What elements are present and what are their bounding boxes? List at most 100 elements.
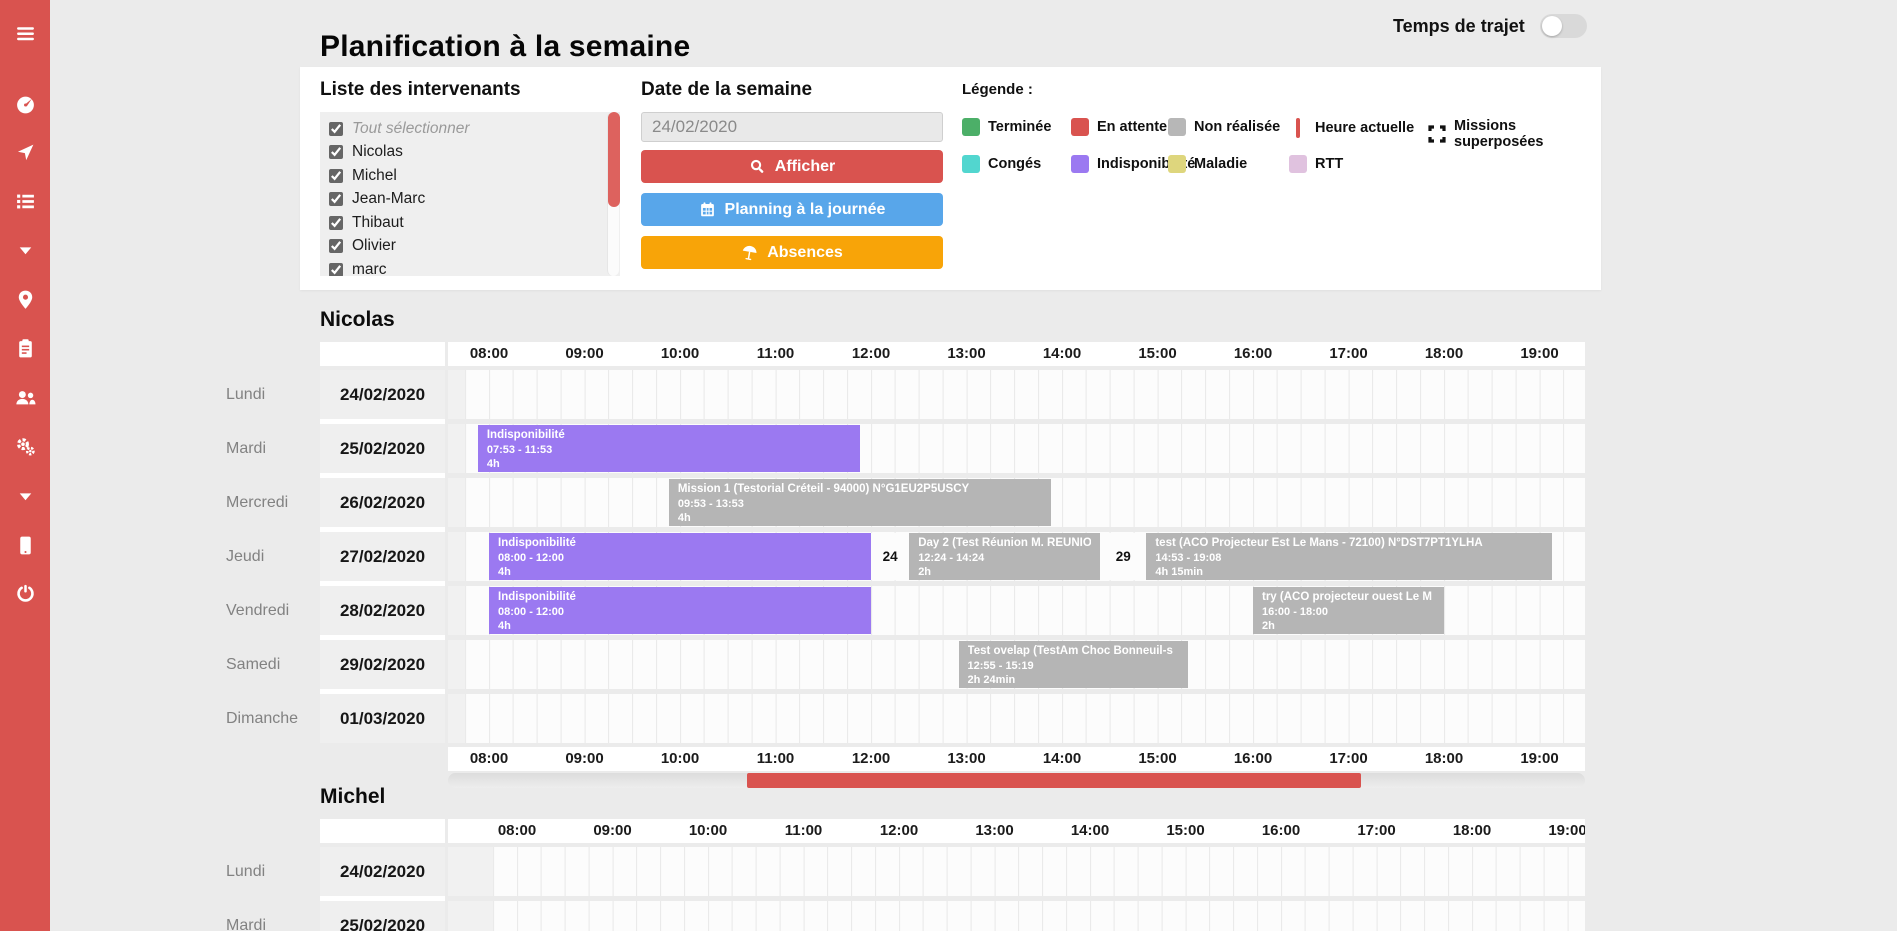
- absences-button[interactable]: Absences: [641, 236, 943, 269]
- event-duration: 4h 15min: [1155, 566, 1204, 578]
- event-block-mission[interactable]: Test ovelap (TestAm Choc Bonneuil-s 12:55…: [958, 641, 1188, 688]
- event-title: Indisponibilité: [498, 537, 576, 549]
- participant-item[interactable]: Nicolas: [329, 141, 620, 165]
- schedule-row[interactable]: Indisponibilité 08:00 - 12:00 4h try (ACO p…: [448, 586, 1585, 635]
- event-time: 12:55 - 15:19: [967, 659, 1034, 672]
- participant-checkbox[interactable]: [329, 239, 343, 254]
- show-button-label: Afficher: [774, 157, 836, 175]
- hour-label: 08:00: [497, 822, 537, 839]
- hour-label: 16:00: [1261, 822, 1301, 839]
- day-planning-button[interactable]: Planning à la journée: [641, 193, 943, 226]
- participant-checkbox[interactable]: [329, 145, 343, 160]
- participant-item[interactable]: Olivier: [329, 235, 620, 259]
- participant-name: Nicolas: [352, 143, 403, 161]
- event-block-mission[interactable]: Mission 1 (Testorial Créteil - 94000) N°…: [668, 479, 1051, 526]
- event-title: try (ACO projecteur ouest Le M: [1262, 591, 1432, 603]
- gears-icon[interactable]: [0, 433, 50, 459]
- hour-label: 19:00: [1520, 750, 1559, 767]
- hour-label: 14:00: [1042, 750, 1082, 767]
- participant-checkbox[interactable]: [329, 168, 343, 183]
- schedule-row[interactable]: [448, 847, 1585, 896]
- event-block-unavailable[interactable]: Indisponibilité 07:53 - 11:53 4h: [477, 425, 860, 472]
- dashboard-icon[interactable]: [0, 91, 50, 117]
- event-title: Indisponibilité: [498, 591, 576, 603]
- event-time: 08:00 - 12:00: [498, 605, 565, 618]
- event-block-mission[interactable]: try (ACO projecteur ouest Le M 16:00 - 18…: [1253, 587, 1444, 634]
- participants-label: Liste des intervenants: [320, 79, 521, 100]
- day-planning-button-label: Planning à la journée: [724, 200, 886, 218]
- scrollbar-thumb[interactable]: [747, 773, 1361, 788]
- event-block-unavailable[interactable]: Indisponibilité 08:00 - 12:00 4h: [489, 587, 871, 634]
- event-time: 12:24 - 14:24: [918, 551, 985, 564]
- week-date-input[interactable]: [641, 112, 943, 142]
- schedule-row[interactable]: Indisponibilité 07:53 - 11:53 4h: [448, 424, 1585, 473]
- participant-item[interactable]: Jean-Marc: [329, 188, 620, 212]
- hour-label: 12:00: [851, 345, 891, 362]
- event-block-unavailable[interactable]: Indisponibilité 08:00 - 12:00 4h: [489, 533, 871, 580]
- hour-label: 19:00: [1520, 345, 1559, 362]
- date-cell: 27/02/2020: [320, 532, 445, 581]
- caret-down-icon[interactable]: [0, 237, 50, 263]
- participant-item[interactable]: Thibaut: [329, 211, 620, 235]
- travel-time-toggle[interactable]: [1539, 14, 1587, 38]
- hour-label: 19:00: [1548, 822, 1585, 839]
- schedule-row[interactable]: [448, 370, 1585, 419]
- event-block-mission[interactable]: Day 2 (Test Réunion M. REUNIO 12:24 - 14:…: [909, 533, 1101, 580]
- participant-name: Jean-Marc: [352, 190, 426, 208]
- date-cell: 25/02/2020: [320, 901, 445, 931]
- select-all-checkbox[interactable]: [329, 121, 343, 136]
- caret-down-icon[interactable]: [0, 483, 50, 509]
- participant-checkbox[interactable]: [329, 262, 343, 276]
- clipboard-icon[interactable]: [0, 335, 50, 361]
- schedule-row[interactable]: [448, 694, 1585, 743]
- legend-swatch-pink: [1289, 155, 1307, 173]
- scrollbar-thumb[interactable]: [608, 112, 620, 207]
- day-label: Mardi: [226, 440, 267, 457]
- event-title: Indisponibilité: [486, 429, 565, 441]
- show-button[interactable]: Afficher: [641, 150, 943, 183]
- hour-label: 14:00: [1070, 822, 1110, 839]
- travel-time-gap-label: 29: [1100, 533, 1147, 580]
- event-time: 16:00 - 18:00: [1262, 605, 1329, 618]
- hour-label: 17:00: [1329, 750, 1368, 767]
- select-all-item[interactable]: Tout sélectionner: [329, 117, 620, 141]
- hour-label: 10:00: [660, 750, 700, 767]
- legend-item-khaki: Maladie: [1168, 155, 1247, 173]
- map-marker-icon[interactable]: [0, 286, 50, 312]
- hour-label: 10:00: [660, 345, 700, 362]
- day-label: Lundi: [226, 386, 266, 403]
- schedule-row[interactable]: Mission 1 (Testorial Créteil - 94000) N°…: [448, 478, 1585, 527]
- hour-label: 08:00: [469, 750, 509, 767]
- row-left-strip: [448, 424, 465, 473]
- week-date-label: Date de la semaine: [641, 79, 813, 100]
- participant-item[interactable]: Michel: [329, 164, 620, 188]
- event-block-mission[interactable]: test (ACO Projecteur Est Le Mans - 72100…: [1146, 533, 1553, 580]
- schedule-row[interactable]: [448, 901, 1585, 931]
- power-icon[interactable]: [0, 580, 50, 606]
- participant-checkbox[interactable]: [329, 192, 343, 207]
- date-cell: 24/02/2020: [320, 847, 445, 896]
- current-time-marker: [1296, 118, 1300, 138]
- day-label: Mercredi: [226, 494, 289, 511]
- participant-name: marc: [352, 260, 387, 276]
- event-time: 07:53 - 11:53: [486, 443, 553, 456]
- legend-label: Terminée: [988, 119, 1052, 135]
- users-icon[interactable]: [0, 384, 50, 410]
- tablet-icon[interactable]: [0, 532, 50, 558]
- hour-label: 14:00: [1042, 345, 1082, 362]
- horizontal-scrollbar[interactable]: [448, 773, 1585, 788]
- legend-item-pink: RTT: [1289, 155, 1343, 173]
- participant-checkbox[interactable]: [329, 215, 343, 230]
- location-arrow-icon[interactable]: [0, 139, 50, 165]
- participant-item[interactable]: marc: [329, 258, 620, 276]
- hour-label: 11:00: [756, 345, 795, 362]
- menu-icon[interactable]: [0, 20, 50, 46]
- row-left-strip: [448, 532, 465, 581]
- participant-name: Thibaut: [352, 213, 404, 231]
- participants-scrollbar[interactable]: [607, 112, 620, 276]
- schedule-row[interactable]: Test ovelap (TestAm Choc Bonneuil-s 12:55…: [448, 640, 1585, 689]
- schedule-row[interactable]: Indisponibilité 08:00 - 12:00 4h 24 Day 2 (T…: [448, 532, 1585, 581]
- legend-label: Non réalisée: [1194, 119, 1281, 135]
- page-title: Planification à la semaine: [320, 30, 691, 64]
- ordered-list-icon[interactable]: [0, 188, 50, 214]
